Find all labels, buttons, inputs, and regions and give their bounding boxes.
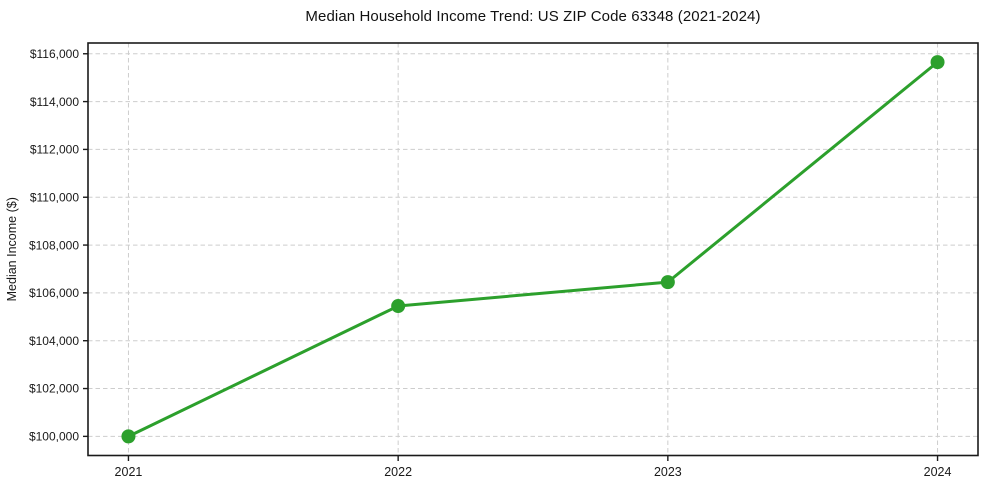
y-tick-label: $100,000 — [29, 430, 79, 444]
x-tick-label: 2021 — [115, 465, 143, 479]
data-point — [391, 299, 406, 314]
y-axis-label: Median Income ($) — [5, 197, 19, 301]
y-tick-label: $112,000 — [30, 143, 79, 157]
y-tick-label: $110,000 — [30, 190, 79, 204]
chart-title: Median Household Income Trend: US ZIP Co… — [305, 8, 761, 25]
y-tick-label: $106,000 — [29, 286, 79, 300]
x-tick-label: 2022 — [384, 465, 412, 479]
trend-line — [126, 60, 940, 438]
y-tick-label: $104,000 — [29, 334, 79, 348]
plot-frame — [87, 42, 979, 457]
y-tick-label: $102,000 — [29, 382, 79, 396]
x-tick-label: 2024 — [924, 465, 952, 479]
data-point — [930, 55, 945, 70]
y-tick-label: $116,000 — [30, 47, 79, 61]
y-tick-label: $108,000 — [29, 238, 79, 252]
x-tick-label: 2023 — [654, 465, 682, 479]
y-tick-label: $114,000 — [30, 95, 79, 109]
data-point — [660, 275, 675, 290]
data-point — [121, 429, 136, 444]
